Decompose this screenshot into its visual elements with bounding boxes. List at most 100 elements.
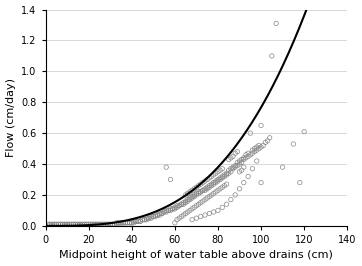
Point <box>195 191 201 196</box>
Point <box>47 222 53 226</box>
Point <box>187 208 193 213</box>
Point <box>224 173 230 177</box>
Point <box>51 222 57 226</box>
Point <box>228 167 234 171</box>
Point <box>103 222 109 226</box>
Point <box>213 171 219 176</box>
Point <box>206 176 212 180</box>
Point <box>249 167 255 171</box>
Point <box>97 222 102 226</box>
Point <box>245 174 251 178</box>
Point <box>94 222 100 226</box>
Point <box>200 188 206 193</box>
Point <box>206 211 212 216</box>
Point <box>258 180 264 185</box>
Point <box>222 173 227 177</box>
Point <box>155 213 160 217</box>
Point <box>235 149 240 154</box>
Point <box>237 170 243 174</box>
Point <box>185 197 191 202</box>
Point <box>215 177 221 182</box>
Point <box>114 221 119 225</box>
Point <box>211 173 216 177</box>
Point <box>90 222 96 226</box>
Point <box>90 222 96 226</box>
Point <box>122 221 128 225</box>
Point <box>254 145 260 149</box>
Point <box>198 182 203 186</box>
Point <box>219 185 225 189</box>
Point <box>189 196 195 200</box>
X-axis label: Midpoint height of water table above drains (cm): Midpoint height of water table above dra… <box>59 251 333 260</box>
Point <box>163 208 169 213</box>
Point <box>189 194 195 199</box>
Point <box>68 222 74 226</box>
Point <box>195 202 201 206</box>
Point <box>168 208 173 213</box>
Point <box>75 222 81 226</box>
Point <box>219 176 225 180</box>
Point <box>241 180 247 185</box>
Point <box>49 222 55 226</box>
Point <box>202 197 208 202</box>
Point <box>226 171 232 176</box>
Point <box>122 221 128 225</box>
Point <box>204 185 210 189</box>
Point <box>239 168 245 172</box>
Point <box>73 222 79 226</box>
Point <box>148 216 154 220</box>
Point <box>170 207 176 211</box>
Point <box>228 170 234 174</box>
Point <box>187 190 193 194</box>
Point <box>245 151 251 155</box>
Point <box>111 222 117 226</box>
Point <box>267 136 273 140</box>
Point <box>79 222 85 226</box>
Point <box>215 170 221 174</box>
Point <box>77 222 83 226</box>
Point <box>107 222 113 226</box>
Point <box>209 182 214 186</box>
Point <box>155 213 160 217</box>
Point <box>92 222 98 226</box>
Point <box>181 201 186 205</box>
Point <box>215 208 221 213</box>
Point <box>58 222 63 226</box>
Point <box>101 222 106 226</box>
Point <box>194 193 199 197</box>
Point <box>241 156 247 160</box>
Point <box>235 164 240 168</box>
Point <box>200 180 206 185</box>
Point <box>228 197 234 202</box>
Point <box>189 207 195 211</box>
Point <box>232 151 238 155</box>
Point <box>142 218 148 222</box>
Point <box>243 153 249 157</box>
Point <box>200 188 206 193</box>
Point <box>64 222 70 226</box>
Point <box>163 210 169 214</box>
Point <box>228 156 234 160</box>
Point <box>62 222 68 226</box>
Point <box>127 221 132 225</box>
Point <box>49 222 55 226</box>
Point <box>131 221 137 225</box>
Point <box>75 222 81 226</box>
Point <box>222 174 227 178</box>
Point <box>142 218 148 222</box>
Point <box>172 205 178 209</box>
Point <box>232 193 238 197</box>
Point <box>209 193 214 197</box>
Point <box>150 214 156 219</box>
Point <box>176 204 182 208</box>
Point <box>232 165 238 169</box>
Point <box>217 176 223 180</box>
Point <box>202 188 208 193</box>
Point <box>107 222 113 226</box>
Point <box>198 214 203 219</box>
Point <box>260 143 266 148</box>
Point <box>88 222 94 226</box>
Point <box>178 202 184 206</box>
Point <box>60 222 66 226</box>
Point <box>159 211 165 216</box>
